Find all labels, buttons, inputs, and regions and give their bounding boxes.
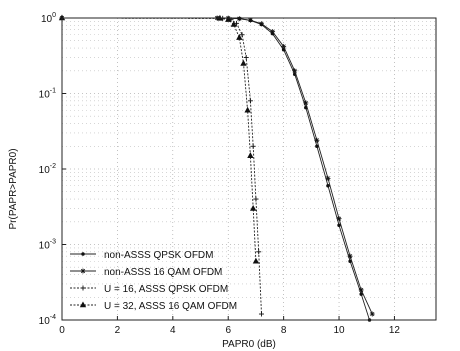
x-tick-label: 10 bbox=[333, 325, 345, 336]
legend-item: U = 32, ASSS 16 QAM OFDM bbox=[70, 301, 237, 312]
data-point bbox=[256, 249, 262, 255]
x-tick-label: 2 bbox=[115, 325, 121, 336]
x-tick-label: 0 bbox=[59, 325, 65, 336]
data-point bbox=[244, 106, 251, 113]
x-axis-ticks: 0 2 4 6 8 10 12 bbox=[59, 316, 400, 336]
data-point bbox=[337, 223, 341, 227]
legend-marker bbox=[79, 301, 87, 308]
y-axis-label: Pr(PAPR>PAPR0) bbox=[8, 148, 19, 229]
data-point bbox=[325, 175, 331, 181]
data-point bbox=[249, 204, 257, 211]
data-point bbox=[247, 152, 254, 158]
data-point bbox=[303, 100, 309, 106]
data-point bbox=[258, 311, 264, 317]
y-tick-label: 10-3 bbox=[39, 239, 56, 252]
x-tick-label: 4 bbox=[170, 325, 176, 336]
series-line bbox=[61, 17, 257, 262]
data-point bbox=[236, 16, 242, 22]
data-point bbox=[359, 292, 363, 296]
data-point bbox=[336, 216, 342, 222]
data-point bbox=[225, 16, 232, 22]
data-point bbox=[347, 253, 353, 259]
legend-label: U = 16, ASSS QPSK OFDM bbox=[104, 284, 228, 295]
y-tick-label: 100 bbox=[41, 12, 56, 25]
x-tick-label: 12 bbox=[389, 325, 401, 336]
data-point bbox=[292, 68, 298, 74]
x-tick-label: 6 bbox=[225, 325, 231, 336]
legend: non-ASSS QPSK OFDM non-ASSS 16 QAM OFDM U … bbox=[70, 250, 237, 312]
data-point bbox=[315, 144, 319, 149]
data-point bbox=[369, 311, 375, 317]
x-tick-label: 8 bbox=[281, 325, 287, 336]
y-tick-label: 10-4 bbox=[39, 314, 56, 327]
data-point bbox=[270, 29, 276, 35]
legend-marker bbox=[80, 285, 86, 291]
data-point bbox=[236, 34, 243, 40]
data-point bbox=[252, 257, 260, 264]
legend-marker bbox=[81, 252, 85, 256]
legend-label: non-ASSS 16 QAM OFDM bbox=[104, 267, 222, 278]
data-point bbox=[314, 137, 320, 143]
data-point bbox=[240, 59, 247, 66]
legend-item: non-ASSS QPSK OFDM bbox=[70, 250, 213, 261]
data-point bbox=[253, 196, 259, 202]
x-axis-label: PAPR0 (dB) bbox=[222, 339, 276, 350]
legend-marker bbox=[80, 268, 86, 274]
data-point bbox=[250, 143, 256, 149]
data-point bbox=[326, 183, 330, 188]
data-point bbox=[281, 43, 287, 49]
legend-item: non-ASSS 16 QAM OFDM bbox=[70, 267, 222, 278]
data-point bbox=[230, 20, 237, 27]
data-point bbox=[247, 98, 253, 104]
y-tick-label: 10-1 bbox=[39, 88, 56, 101]
y-tick-label: 10-2 bbox=[39, 163, 56, 176]
data-point bbox=[243, 54, 249, 60]
series-4 bbox=[58, 14, 260, 264]
data-point bbox=[258, 21, 264, 27]
legend-label: U = 32, ASSS 16 QAM OFDM bbox=[104, 301, 237, 312]
data-point bbox=[239, 32, 245, 38]
legend-label: non-ASSS QPSK OFDM bbox=[104, 250, 213, 261]
data-point bbox=[358, 287, 364, 293]
data-point bbox=[247, 17, 253, 23]
y-axis-ticks: 100 10-1 10-2 10-3 10-4 bbox=[39, 12, 66, 327]
legend-item: U = 16, ASSS QPSK OFDM bbox=[70, 284, 228, 295]
